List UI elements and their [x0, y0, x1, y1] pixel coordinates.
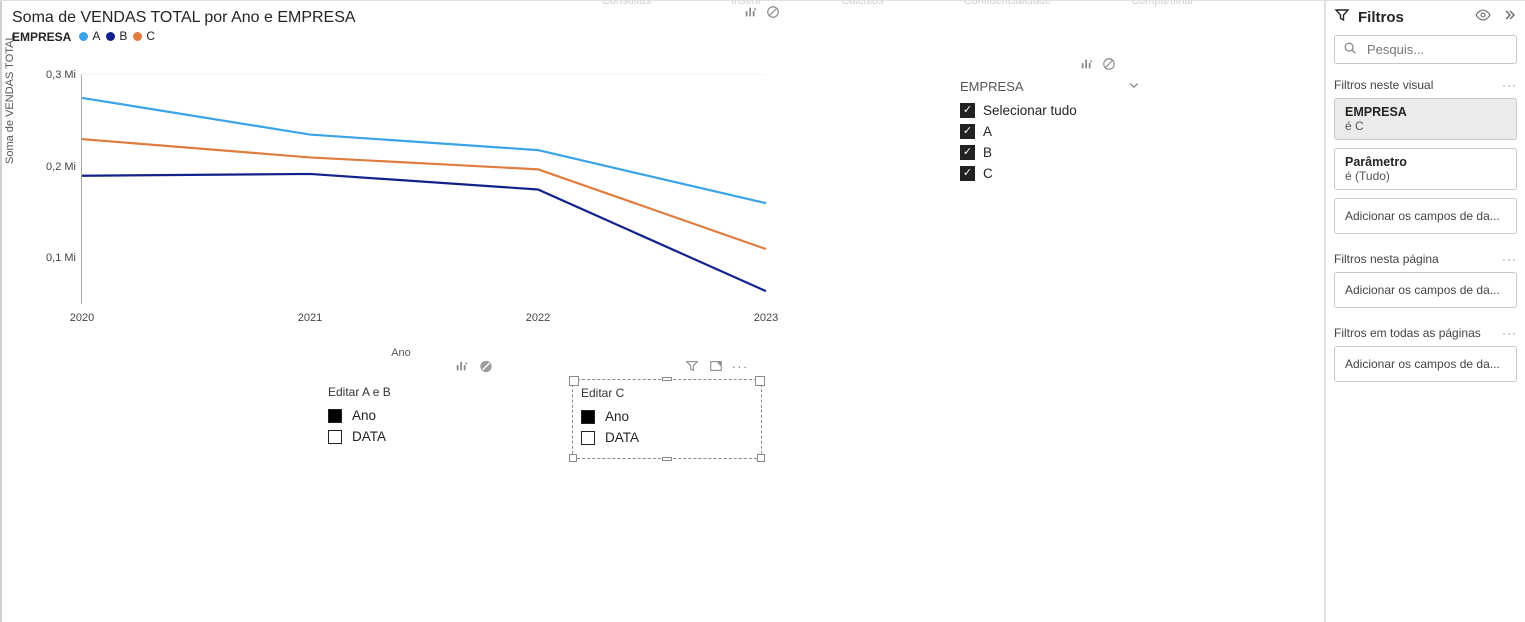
x-tick: 2021 [298, 312, 322, 324]
filters-section-visual: Filtros neste visual ··· [1334, 78, 1517, 92]
slicer-visual-header [1080, 57, 1116, 71]
param-c-visual[interactable]: Editar C Ano DATA [572, 379, 762, 459]
disable-visual-icon[interactable] [1102, 57, 1116, 71]
y-axis-label: Soma de VENDAS TOTAL [4, 34, 16, 164]
slicer-item[interactable]: ✓ A [960, 121, 1140, 142]
disable-visual-icon[interactable] [479, 359, 493, 373]
filters-pane: Filtros Filtros neste visual ··· EMPRESA… [1325, 1, 1525, 622]
legend-dot [79, 32, 88, 41]
pin-visual-icon[interactable] [1080, 57, 1094, 71]
plot-wrap: Soma de VENDAS TOTAL Ano 0,1 Mi0,2 Mi0,3… [6, 64, 796, 359]
filters-section-page: Filtros nesta página ··· [1334, 252, 1517, 266]
pin-visual-icon[interactable] [744, 5, 758, 19]
slicer-item[interactable]: ✓ C [960, 163, 1140, 184]
empresa-slicer[interactable]: EMPRESA ✓ Selecionar tudo ✓ A ✓ B ✓ C [960, 79, 1140, 184]
param-row[interactable]: DATA [324, 426, 506, 447]
eye-icon[interactable] [1475, 7, 1491, 27]
param-row[interactable]: DATA [577, 427, 757, 448]
param-c-title: Editar C [581, 386, 757, 400]
more-options-icon[interactable]: ··· [733, 359, 747, 373]
checkbox-checked-icon: ✓ [960, 124, 975, 139]
slicer-item[interactable]: ✓ B [960, 142, 1140, 163]
report-canvas[interactable]: Consultas Inserir Cálculos Confidenciali… [0, 1, 1325, 622]
slicer-select-all[interactable]: ✓ Selecionar tudo [960, 100, 1140, 121]
pin-visual-icon[interactable] [455, 359, 469, 373]
checkbox-checked-icon: ✓ [960, 103, 975, 118]
filter-card-parametro[interactable]: Parâmetro é (Tudo) [1334, 148, 1517, 190]
x-tick: 2022 [526, 312, 550, 324]
param-ab-visual[interactable]: Editar A e B Ano DATA [320, 379, 510, 457]
param-ab-title: Editar A e B [328, 385, 506, 399]
chart-legend: EMPRESA A B C [12, 29, 796, 44]
x-tick: 2023 [754, 312, 778, 324]
y-tick: 0,1 Mi [32, 252, 76, 264]
slicer-title: EMPRESA [960, 79, 1024, 94]
search-icon [1343, 41, 1357, 58]
app-root: Consultas Inserir Cálculos Confidenciali… [0, 0, 1525, 622]
legend-item-b[interactable]: B [106, 29, 127, 43]
filter-card-empresa[interactable]: EMPRESA é C [1334, 98, 1517, 140]
chart-svg [82, 75, 766, 304]
legend-item-c[interactable]: C [133, 29, 155, 43]
drop-field-visual[interactable]: Adicionar os campos de da... [1334, 198, 1517, 234]
filter-icon [1334, 7, 1350, 27]
series-line-B[interactable] [82, 174, 766, 291]
more-options-icon[interactable]: ··· [1502, 252, 1517, 266]
drop-field-page[interactable]: Adicionar os campos de da... [1334, 272, 1517, 308]
checkbox-checked-icon [328, 409, 342, 423]
param-row[interactable]: Ano [577, 406, 757, 427]
more-options-icon[interactable]: ··· [1502, 78, 1517, 92]
series-line-A[interactable] [82, 98, 766, 203]
x-tick: 2020 [70, 312, 94, 324]
focus-mode-icon[interactable] [709, 359, 723, 373]
y-tick: 0,3 Mi [32, 69, 76, 81]
chart-title: Soma de VENDAS TOTAL por Ano e EMPRESA [12, 9, 796, 27]
legend-title: EMPRESA [12, 30, 71, 44]
checkbox-unchecked-icon [328, 430, 342, 444]
filters-search[interactable] [1334, 35, 1517, 64]
series-line-C[interactable] [82, 139, 766, 249]
checkbox-checked-icon: ✓ [960, 145, 975, 160]
plot-area[interactable]: 0,1 Mi0,2 Mi0,3 Mi2020202120222023 [81, 74, 766, 304]
filters-search-input[interactable] [1365, 41, 1525, 58]
filter-icon[interactable] [685, 359, 699, 373]
param-ab-toolbar [455, 359, 493, 373]
collapse-pane-icon[interactable] [1501, 7, 1517, 27]
param-row[interactable]: Ano [324, 405, 506, 426]
filters-section-all: Filtros em todas as páginas ··· [1334, 326, 1517, 340]
filters-pane-title: Filtros [1358, 9, 1404, 26]
chart-visual-header [744, 5, 780, 19]
drop-field-all[interactable]: Adicionar os campos de da... [1334, 346, 1517, 382]
slicer-header[interactable]: EMPRESA [960, 79, 1140, 94]
more-options-icon[interactable]: ··· [1502, 326, 1517, 340]
checkbox-unchecked-icon [581, 431, 595, 445]
filters-pane-header: Filtros [1334, 7, 1517, 27]
checkbox-checked-icon: ✓ [960, 166, 975, 181]
ribbon-ghost: Consultas Inserir Cálculos Confidenciali… [2, 1, 1324, 9]
line-chart-visual[interactable]: Soma de VENDAS TOTAL por Ano e EMPRESA E… [6, 9, 796, 359]
x-axis-label: Ano [391, 347, 411, 359]
disable-visual-icon[interactable] [766, 5, 780, 19]
param-c-toolbar: ··· [685, 359, 747, 373]
y-tick: 0,2 Mi [32, 161, 76, 173]
legend-dot [106, 32, 115, 41]
legend-dot [133, 32, 142, 41]
chevron-down-icon[interactable] [1128, 79, 1140, 94]
legend-item-a[interactable]: A [79, 29, 100, 43]
checkbox-checked-icon [581, 410, 595, 424]
